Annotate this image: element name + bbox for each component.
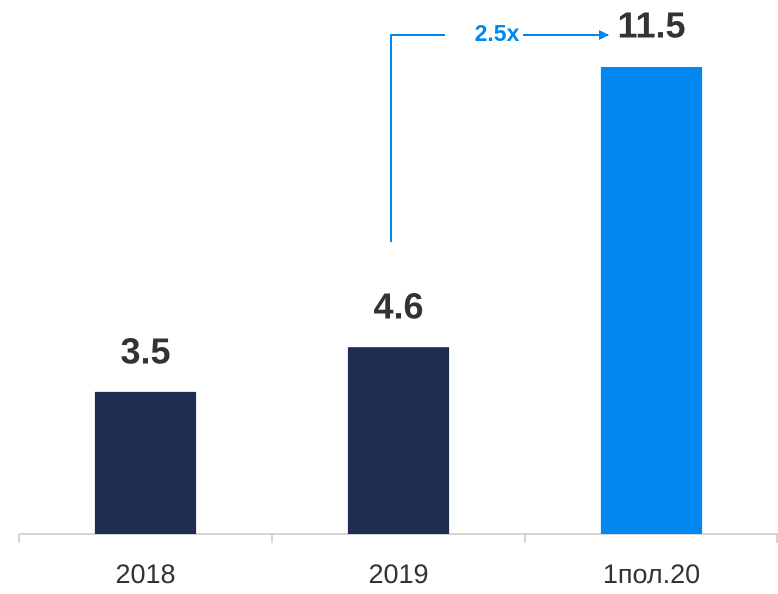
bar xyxy=(347,347,450,534)
x-tick-label: 2018 xyxy=(115,559,175,589)
x-tick-label: 1пол.20 xyxy=(603,559,700,589)
bar xyxy=(600,67,703,534)
value-label: 4.6 xyxy=(373,286,423,327)
value-label: 3.5 xyxy=(120,330,170,371)
bar xyxy=(94,391,197,534)
value-label: 11.5 xyxy=(617,5,685,46)
growth-annotation: 2.5x xyxy=(475,20,520,46)
x-tick-label: 2019 xyxy=(368,559,428,589)
growth-bracket xyxy=(390,34,445,242)
